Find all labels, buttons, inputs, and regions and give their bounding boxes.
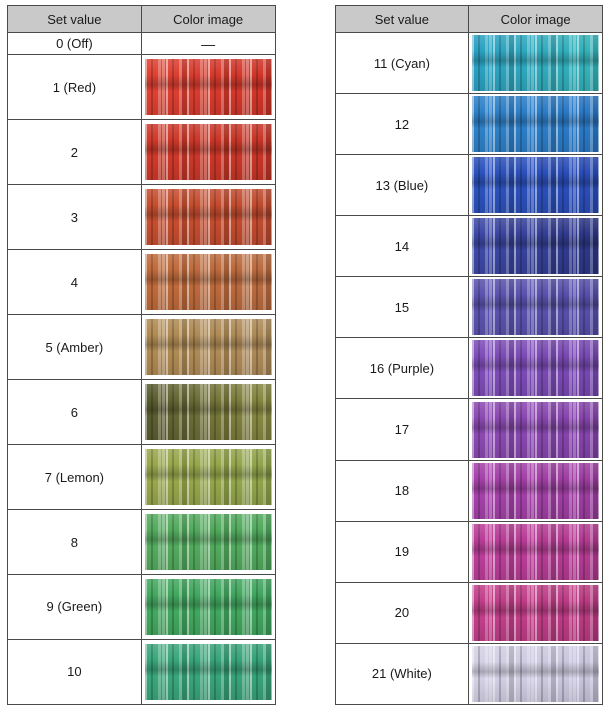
table-row: 5 (Amber)	[7, 314, 276, 381]
color-image	[472, 401, 599, 458]
color-image	[472, 96, 599, 153]
color-image	[144, 124, 272, 181]
set-value-cell: 14	[334, 215, 470, 278]
table-row: 11 (Cyan)	[334, 31, 603, 95]
color-image-header: Color image	[468, 5, 603, 33]
color-image	[144, 643, 272, 700]
color-image-cell: —	[140, 31, 276, 56]
color-table-left: Set value Color image 0 (Off) — 1 (Red) 2 3 4 5 …	[7, 5, 276, 706]
color-image-cell	[468, 459, 603, 522]
set-value-cell: 4	[7, 249, 142, 316]
color-image-cell	[468, 581, 603, 644]
no-image-dash: —	[201, 35, 216, 52]
color-image	[472, 462, 599, 519]
color-image-cell	[140, 314, 276, 381]
table-row: 16 (Purple)	[334, 337, 603, 400]
color-image-cell	[468, 520, 603, 583]
color-image	[144, 514, 272, 570]
color-image-cell	[468, 337, 603, 400]
set-value-cell: 16 (Purple)	[334, 337, 470, 400]
color-image-cell	[140, 379, 276, 446]
color-image	[144, 578, 272, 635]
set-value-cell: 18	[334, 459, 470, 522]
color-image	[472, 218, 599, 275]
set-value-cell: 1 (Red)	[7, 54, 142, 121]
table-row: 7 (Lemon)	[7, 444, 276, 511]
color-image-cell	[140, 444, 276, 511]
table-row: 8	[7, 509, 276, 575]
table-row: 19	[334, 520, 603, 583]
color-image	[472, 35, 599, 92]
color-image	[472, 523, 599, 580]
color-image	[144, 59, 272, 116]
color-image-cell	[140, 573, 276, 640]
table-row: 1 (Red)	[7, 54, 276, 121]
set-value-cell: 13 (Blue)	[334, 154, 470, 217]
set-value-cell: 7 (Lemon)	[7, 444, 142, 511]
color-image-cell	[468, 31, 603, 95]
color-image-cell	[140, 509, 276, 575]
table-row: 9 (Green)	[7, 573, 276, 640]
color-image	[472, 340, 599, 397]
color-image-cell	[468, 154, 603, 217]
color-image-header: Color image	[140, 5, 276, 33]
set-value-cell: 9 (Green)	[7, 573, 142, 640]
table-row: 12	[334, 93, 603, 156]
color-image-cell	[468, 398, 603, 461]
table-row: 0 (Off) —	[7, 31, 276, 56]
color-image	[472, 279, 599, 336]
color-image-cell	[468, 215, 603, 278]
set-value-cell: 11 (Cyan)	[334, 31, 470, 95]
set-value-cell: 5 (Amber)	[7, 314, 142, 381]
color-table-right: Set value Color image 11 (Cyan) 12 13 (Blue)…	[334, 5, 604, 706]
color-image-cell	[140, 54, 276, 121]
color-image	[144, 449, 272, 506]
set-value-header: Set value	[7, 5, 142, 33]
header-row: Set value Color image	[7, 5, 276, 33]
table-row: 17	[334, 398, 603, 461]
header-row: Set value Color image	[334, 5, 603, 33]
color-image-cell	[468, 93, 603, 156]
set-value-cell: 8	[7, 509, 142, 575]
table-row: 4	[7, 249, 276, 316]
table-row: 15	[334, 276, 603, 339]
table-row: 14	[334, 215, 603, 278]
color-image-cell	[468, 642, 603, 706]
table-row: 6	[7, 379, 276, 446]
set-value-header: Set value	[334, 5, 470, 33]
set-value-cell: 21 (White)	[334, 642, 470, 706]
set-value-cell: 15	[334, 276, 470, 339]
color-image-cell	[468, 276, 603, 339]
table-row: 18	[334, 459, 603, 522]
color-image-cell	[140, 184, 276, 251]
set-value-cell: 0 (Off)	[7, 31, 142, 56]
set-value-cell: 19	[334, 520, 470, 583]
set-value-cell: 3	[7, 184, 142, 251]
color-image	[144, 254, 272, 311]
table-row: 20	[334, 581, 603, 644]
table-row: 10	[7, 638, 276, 706]
set-value-cell: 6	[7, 379, 142, 446]
table-row: 3	[7, 184, 276, 251]
color-image	[472, 157, 599, 214]
color-image-cell	[140, 249, 276, 316]
table-row: 2	[7, 119, 276, 186]
color-image	[144, 319, 272, 376]
color-image	[144, 384, 272, 441]
set-value-cell: 17	[334, 398, 470, 461]
color-image	[472, 584, 599, 641]
set-value-cell: 12	[334, 93, 470, 156]
set-value-cell: 10	[7, 638, 142, 706]
set-value-cell: 2	[7, 119, 142, 186]
color-image-cell	[140, 119, 276, 186]
table-row: 13 (Blue)	[334, 154, 603, 217]
color-image-cell	[140, 638, 276, 706]
table-row: 21 (White)	[334, 642, 603, 706]
color-image	[472, 645, 599, 702]
set-value-cell: 20	[334, 581, 470, 644]
color-image	[144, 189, 272, 246]
